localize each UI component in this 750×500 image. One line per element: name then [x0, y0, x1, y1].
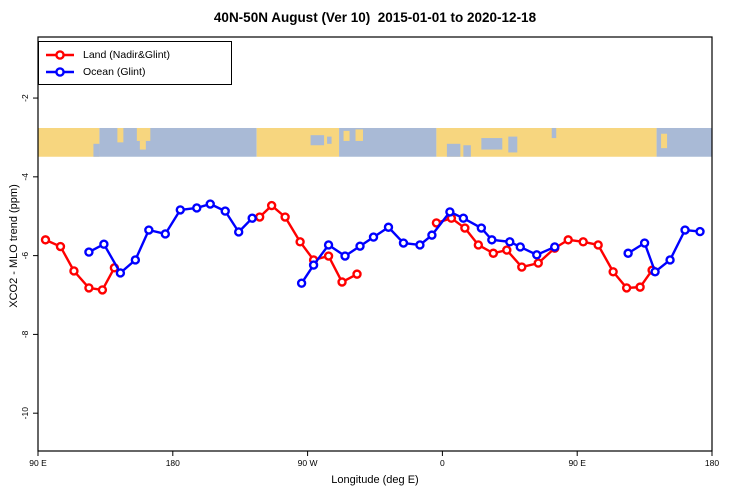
- x-tick-label: 180: [166, 458, 180, 468]
- data-point: [280, 212, 290, 222]
- data-point: [115, 268, 126, 278]
- data-point: [665, 255, 675, 265]
- data-point: [505, 237, 515, 247]
- y-axis-title: XCO2 - MLO trend (ppm): [8, 184, 20, 308]
- y-tick-label: -4: [20, 173, 30, 181]
- data-point: [55, 241, 66, 252]
- data-point: [533, 258, 543, 268]
- data-point: [639, 238, 650, 248]
- data-point: [192, 203, 202, 213]
- chart-title: 40N-50N August (Ver 10) 2015-01-01 to 20…: [213, 10, 537, 25]
- data-point: [308, 260, 319, 270]
- data-point: [205, 199, 215, 209]
- data-point: [295, 237, 305, 247]
- x-axis-title: Longitude (deg E): [331, 474, 419, 486]
- data-point: [476, 223, 487, 233]
- data-point: [532, 250, 542, 260]
- data-point: [550, 242, 560, 252]
- data-point: [621, 283, 632, 293]
- data-point: [254, 212, 265, 222]
- data-point: [515, 242, 525, 252]
- data-point: [355, 241, 365, 251]
- y-tick-label: -2: [20, 94, 30, 102]
- data-point: [473, 240, 484, 250]
- data-point: [99, 239, 109, 249]
- data-point: [623, 248, 633, 258]
- data-point: [160, 229, 171, 239]
- land-line-marker-icon: [46, 49, 74, 60]
- data-point: [415, 240, 425, 250]
- data-point: [488, 248, 499, 258]
- data-point: [383, 222, 394, 232]
- series-ocean-glint-: [84, 199, 705, 288]
- data-point: [323, 240, 334, 250]
- data-point: [460, 223, 470, 233]
- data-point: [593, 240, 603, 250]
- land-ocean-map-band: [38, 127, 712, 157]
- data-point: [635, 282, 645, 292]
- data-point: [352, 269, 362, 279]
- data-point: [398, 238, 409, 248]
- data-point: [84, 283, 94, 293]
- legend-label-land: Land (Nadir&Glint): [83, 48, 170, 61]
- legend: Land (Nadir&Glint) Ocean (Glint): [38, 41, 232, 85]
- data-point: [487, 235, 497, 245]
- y-tick-label: -10: [20, 407, 30, 420]
- data-point: [247, 213, 257, 223]
- data-point: [517, 262, 527, 272]
- data-point: [608, 267, 618, 277]
- legend-label-ocean: Ocean (Glint): [83, 65, 146, 78]
- data-point: [563, 235, 573, 245]
- y-tick-label: -8: [20, 330, 30, 338]
- data-point: [130, 255, 141, 265]
- legend-item-ocean: Ocean (Glint): [45, 63, 223, 80]
- y-tick-label: -6: [20, 252, 30, 260]
- data-point: [40, 235, 51, 245]
- data-point: [234, 227, 244, 237]
- data-point: [445, 207, 455, 217]
- data-point: [220, 206, 230, 216]
- legend-item-land: Land (Nadir&Glint): [45, 46, 223, 63]
- x-tick-label: 90 E: [29, 458, 47, 468]
- data-point: [340, 251, 350, 261]
- data-point: [296, 278, 307, 288]
- data-point: [695, 226, 705, 237]
- x-tick-label: 90 W: [298, 458, 318, 468]
- axes: 90 E 180 90 W 0 90 E 180 -2 -4 -6 -8 -10: [20, 36, 719, 468]
- data-point: [175, 205, 185, 215]
- data-point: [680, 225, 690, 235]
- ocean-line-marker-icon: [46, 66, 74, 77]
- data-point: [266, 200, 277, 211]
- data-point: [502, 245, 512, 255]
- data-point: [578, 237, 588, 247]
- x-tick-label: 180: [705, 458, 719, 468]
- data-point: [144, 225, 154, 235]
- data-point: [458, 213, 469, 223]
- x-tick-label: 90 E: [568, 458, 586, 468]
- data-point: [337, 277, 347, 287]
- data-point: [368, 232, 379, 242]
- data-point: [97, 285, 108, 295]
- data-point: [69, 266, 79, 276]
- series-land-nadir-glint-: [40, 200, 657, 295]
- data-point: [427, 230, 437, 240]
- data-point: [323, 251, 334, 261]
- x-tick-label: 0: [440, 458, 445, 468]
- data-point: [84, 247, 94, 257]
- data-point: [650, 267, 660, 277]
